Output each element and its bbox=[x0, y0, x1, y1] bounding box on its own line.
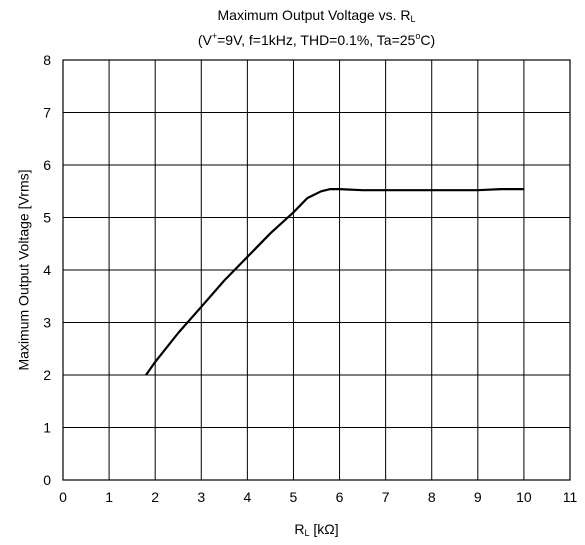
x-tick-label: 4 bbox=[243, 489, 251, 505]
chart-subtitle: (V+=9V, f=1kHz, THD=0.1%, Ta=25oC) bbox=[197, 31, 436, 49]
x-tick-label: 3 bbox=[197, 489, 205, 505]
chart-title: Maximum Output Voltage vs. RL bbox=[217, 7, 416, 24]
y-tick-label: 7 bbox=[43, 105, 51, 121]
grid-lines bbox=[62, 59, 571, 481]
y-tick-label: 1 bbox=[43, 420, 51, 436]
series-group bbox=[145, 188, 524, 376]
series-line bbox=[145, 188, 524, 376]
x-tick-label: 11 bbox=[563, 489, 578, 505]
y-tick-label: 0 bbox=[43, 472, 51, 488]
y-tick-label: 6 bbox=[43, 157, 51, 173]
x-tick-label: 10 bbox=[516, 489, 532, 505]
y-tick-label: 5 bbox=[43, 210, 51, 226]
y-tick-label: 3 bbox=[43, 315, 51, 331]
x-tick-label: 1 bbox=[105, 489, 113, 505]
y-axis-label: Maximum Output Voltage [Vrms] bbox=[16, 170, 32, 371]
x-tick-label: 5 bbox=[290, 489, 298, 505]
y-tick-label: 8 bbox=[43, 52, 51, 68]
x-tick-label: 8 bbox=[428, 489, 436, 505]
x-axis-label: RL [kΩ] bbox=[294, 521, 339, 538]
x-tick-label: 7 bbox=[382, 489, 390, 505]
y-tick-label: 2 bbox=[43, 367, 51, 383]
y-tick-labels: 0 1 2 3 4 5 6 7 8 bbox=[43, 52, 51, 488]
plot-frame bbox=[62, 59, 571, 481]
x-tick-label: 0 bbox=[59, 489, 67, 505]
x-tick-label: 9 bbox=[474, 489, 482, 505]
x-tick-label: 2 bbox=[151, 489, 159, 505]
x-tick-labels: 0 1 2 3 4 5 6 7 8 9 10 11 bbox=[59, 489, 577, 505]
x-tick-label: 6 bbox=[336, 489, 344, 505]
y-tick-label: 4 bbox=[43, 262, 51, 278]
